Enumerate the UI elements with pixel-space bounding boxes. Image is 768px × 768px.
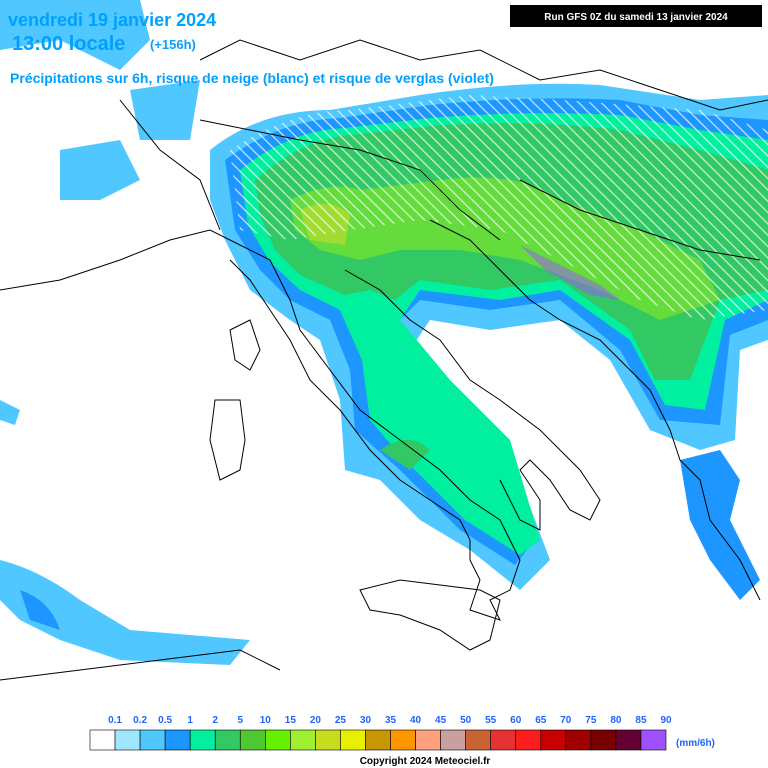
legend-label: 5 (237, 715, 243, 726)
legend-swatch (290, 729, 316, 751)
legend-label: 45 (435, 715, 447, 726)
legend: 0.1 0.2 0.5 1 2 5 10 15 20 25 30 35 40 45 50 55 60 65 70 75… (89, 715, 672, 751)
legend-label: 55 (485, 715, 497, 726)
legend-swatch (164, 729, 191, 751)
legend-label: 20 (310, 715, 322, 726)
legend-label: 40 (410, 715, 422, 726)
subtitle: Précipitations sur 6h, risque de neige (… (10, 70, 494, 86)
legend-label: 70 (560, 715, 572, 726)
legend-label: 75 (585, 715, 597, 726)
legend-swatch (340, 729, 366, 751)
legend-swatch (540, 729, 567, 751)
forecast-date: vendredi 19 janvier 2024 (8, 10, 216, 30)
legend-label: 50 (460, 715, 472, 726)
legend-label: 10 (260, 715, 272, 726)
legend-swatch (239, 729, 266, 751)
legend-swatch (214, 729, 241, 751)
coastlines (0, 39, 768, 681)
legend-label: 15 (285, 715, 297, 726)
legend-label: 90 (660, 715, 672, 726)
legend-label: 35 (385, 715, 397, 726)
legend-label: 65 (535, 715, 547, 726)
legend-swatch (490, 729, 517, 751)
legend-swatch (114, 729, 141, 751)
legend-label: 0.2 (133, 715, 147, 726)
legend-label: 1 (187, 715, 193, 726)
legend-label: 0.5 (158, 715, 172, 726)
legend-label: 25 (335, 715, 347, 726)
run-box (510, 5, 762, 27)
copyright: Copyright 2024 Meteociel.fr (360, 756, 491, 767)
legend-swatch (415, 729, 441, 751)
legend-label: 80 (610, 715, 622, 726)
legend-label: 60 (510, 715, 522, 726)
legend-swatch (189, 729, 216, 751)
legend-swatch (390, 729, 416, 751)
legend-swatch (440, 729, 466, 751)
legend-label: 30 (360, 715, 372, 726)
legend-swatch (89, 729, 116, 751)
legend-swatch (139, 729, 166, 751)
forecast-time: 13:00 locale (12, 33, 125, 55)
legend-label: 85 (635, 715, 647, 726)
legend-swatch (365, 729, 391, 751)
legend-swatch (590, 729, 617, 751)
run-info: Run GFS 0Z du samedi 13 janvier 2024 (544, 12, 728, 23)
legend-label: 2 (212, 715, 218, 726)
legend-swatch (640, 729, 667, 751)
lead-time: (+156h) (150, 37, 196, 52)
legend-swatch (515, 729, 542, 751)
legend-swatch (265, 729, 291, 751)
legend-swatch (465, 729, 491, 751)
legend-swatch (615, 729, 642, 751)
legend-unit: (mm/6h) (676, 738, 715, 749)
legend-swatch (565, 729, 592, 751)
legend-label: 0.1 (108, 715, 122, 726)
legend-swatch (315, 729, 341, 751)
